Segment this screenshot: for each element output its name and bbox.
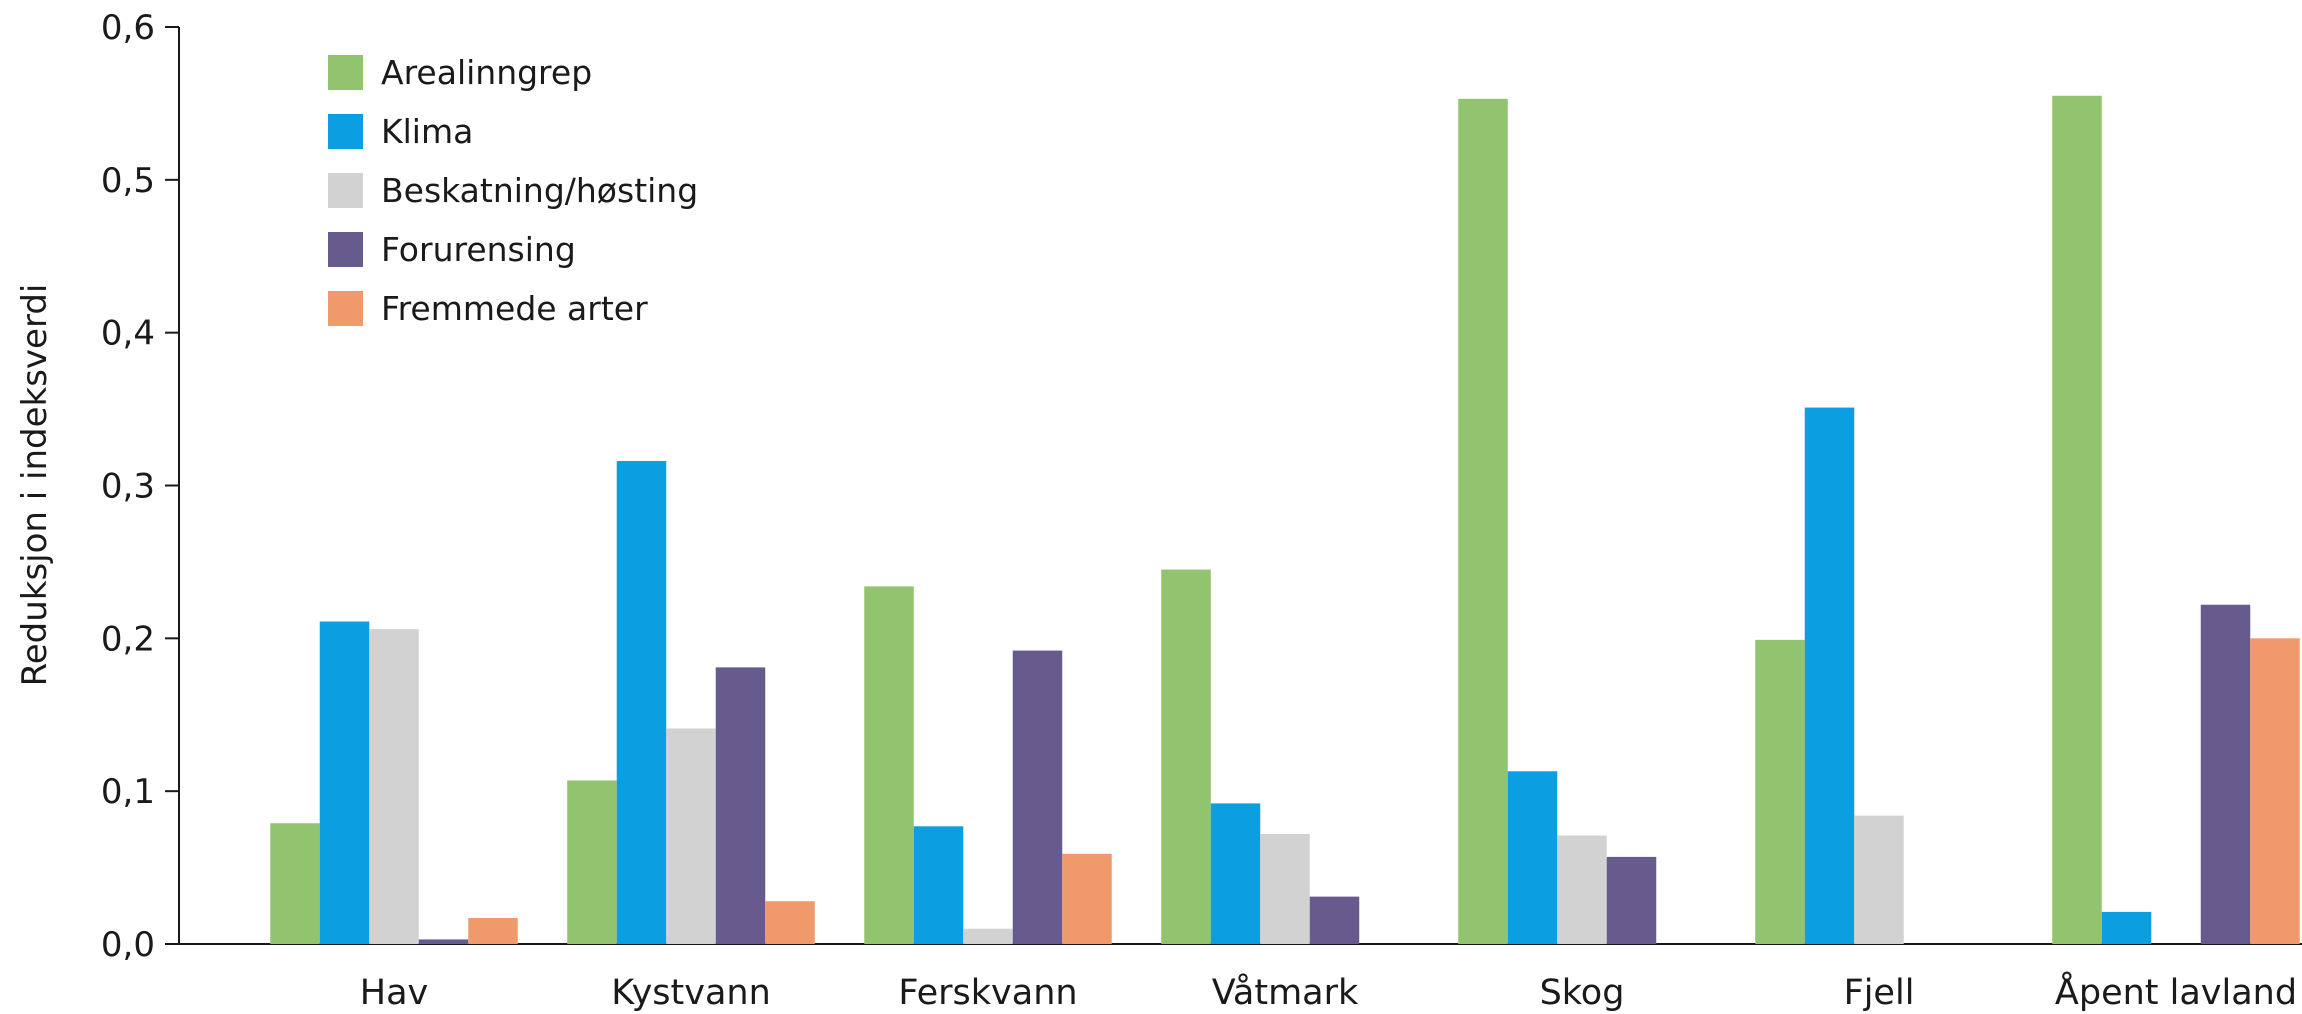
bar	[1854, 815, 1904, 944]
bar	[1012, 650, 1063, 944]
bar	[1557, 835, 1607, 944]
bar	[1210, 803, 1261, 944]
bar	[468, 918, 518, 944]
legend-swatch	[328, 114, 363, 149]
category-label: Våtmark	[1212, 972, 1359, 1013]
bar	[1606, 856, 1657, 944]
legend-label: Arealinngrep	[381, 53, 592, 92]
y-tick-label: 0,4	[101, 314, 155, 354]
legend-label: Fremmede arter	[381, 289, 648, 328]
bar	[1458, 98, 1508, 944]
legend-swatch	[328, 173, 363, 208]
legend-label: Klima	[381, 112, 473, 151]
bar	[369, 629, 419, 944]
y-tick-label: 0,6	[101, 8, 155, 48]
category-label: Åpent lavland	[2055, 970, 2297, 1013]
category-label: Skog	[1540, 973, 1625, 1013]
bar	[1755, 639, 1805, 944]
y-tick-label: 0,5	[101, 161, 155, 201]
bar	[616, 461, 667, 944]
category-labels: Hav Kystvann Ferskvann Våtmark Skog Fjell Åpen…	[360, 970, 2297, 1013]
bars	[270, 95, 2300, 944]
category-label: Fjell	[1844, 973, 1915, 1013]
y-tick-label: 0,3	[101, 467, 155, 507]
y-tick-label: 0,2	[101, 619, 155, 659]
y-axis-title-group: Reduksjon i indeksverdi	[15, 284, 55, 687]
y-tick-label: 0,1	[101, 772, 155, 812]
legend-swatch	[328, 291, 363, 326]
legend-swatch	[328, 232, 363, 267]
bar	[2052, 95, 2102, 944]
y-tick-label: 0,0	[101, 925, 155, 965]
bar	[567, 780, 617, 944]
bar	[1507, 771, 1558, 944]
bar	[1161, 569, 1211, 944]
category-label: Hav	[360, 973, 428, 1013]
y-axis-title: Reduksjon i indeksverdi	[15, 284, 55, 687]
legend-label: Beskatning/høsting	[381, 171, 698, 210]
bar	[1062, 853, 1112, 944]
bar	[2250, 638, 2300, 944]
bar	[715, 667, 766, 944]
bar	[666, 728, 716, 944]
bar	[864, 586, 914, 944]
bar	[418, 939, 469, 944]
bar	[2200, 604, 2251, 944]
bar	[270, 823, 320, 944]
bar	[319, 621, 370, 944]
bar	[765, 901, 815, 944]
bar	[963, 928, 1013, 944]
bar	[913, 826, 964, 944]
y-ticks: 0,0 0,1 0,2 0,3 0,4 0,5 0,6	[101, 8, 179, 965]
bar	[2101, 911, 2152, 944]
bar	[1260, 833, 1310, 944]
legend: Arealinngrep Klima Beskatning/høsting Forur…	[328, 53, 698, 328]
bar	[1309, 896, 1360, 944]
category-label: Ferskvann	[898, 973, 1077, 1013]
category-label: Kystvann	[611, 973, 771, 1013]
legend-label: Forurensing	[381, 230, 576, 269]
bar	[1804, 407, 1855, 944]
legend-swatch	[328, 55, 363, 90]
